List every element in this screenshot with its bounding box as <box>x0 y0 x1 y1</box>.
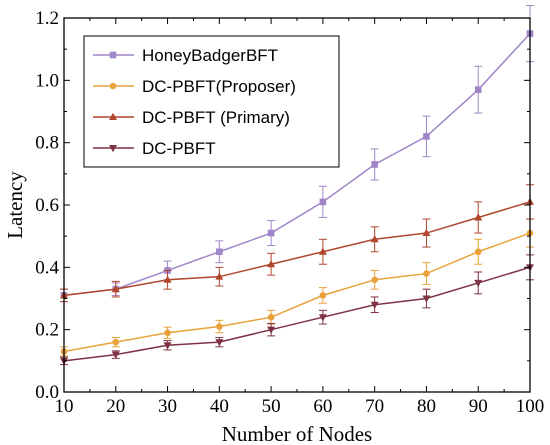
y-axis-title: Latency <box>3 171 27 239</box>
data-point <box>371 276 378 284</box>
x-tick-label: 10 <box>55 396 74 417</box>
data-point <box>112 338 120 346</box>
y-tick-label: 0.8 <box>35 133 59 154</box>
data-point <box>111 351 120 359</box>
series-line <box>63 33 531 297</box>
legend-entry: DC-PBFT(Proposer) <box>93 77 296 96</box>
data-point <box>370 235 379 243</box>
x-tick-label: 30 <box>158 396 177 417</box>
series-line <box>63 201 531 297</box>
y-tick-label: 0.4 <box>35 257 59 278</box>
data-point <box>318 314 327 322</box>
axes-layer: 0.0 0.2 0.4 0.6 0.8 1.0 1.2 10 20 30 40 50 60 70 80 90 1… <box>35 8 544 417</box>
legend-marker <box>109 145 117 153</box>
data-point <box>318 247 327 255</box>
data-point <box>267 229 275 237</box>
data-point <box>267 260 276 268</box>
data-point <box>267 313 275 321</box>
y-tick-label: 1.2 <box>35 8 59 29</box>
data-point <box>164 329 171 337</box>
data-point <box>267 326 276 334</box>
data-point <box>422 228 431 237</box>
y-tick-label: 0.0 <box>35 382 59 403</box>
x-tick-label: 90 <box>469 396 488 417</box>
series-line <box>63 232 531 353</box>
x-tick-label: 100 <box>516 396 545 417</box>
legend-label: DC-PBFT(Proposer) <box>142 77 296 96</box>
data-point <box>163 275 172 283</box>
data-point <box>474 279 483 288</box>
data-point <box>319 292 327 299</box>
data-point <box>370 301 379 309</box>
legend-label: HoneyBadgerBFT <box>142 46 278 65</box>
data-point <box>319 198 327 206</box>
legend-label: DC-PBFT (Primary) <box>142 108 290 127</box>
x-tick-label: 70 <box>365 396 384 417</box>
data-point <box>216 323 223 330</box>
legend: HoneyBadgerBFT DC-PBFT(Proposer) DC-PBFT (… <box>83 35 340 168</box>
data-point <box>422 295 431 303</box>
legend-box <box>83 35 340 168</box>
x-axis-title: Number of Nodes <box>222 422 372 445</box>
y-tick-label: 0.2 <box>35 320 59 341</box>
data-point <box>423 133 430 140</box>
legend-entry: DC-PBFT <box>93 139 216 158</box>
legend-entry: HoneyBadgerBFT <box>93 46 278 65</box>
data-point <box>474 248 482 256</box>
data-point <box>111 284 120 293</box>
x-tick-label: 20 <box>106 396 125 417</box>
series-line <box>63 266 531 362</box>
data-point <box>216 248 223 256</box>
data-point <box>371 161 378 168</box>
legend-marker <box>109 112 117 120</box>
legend-entry: DC-PBFT (Primary) <box>93 108 290 127</box>
x-tick-label: 80 <box>417 396 436 417</box>
series-4 <box>60 254 534 366</box>
y-tick-label: 0.6 <box>35 195 59 216</box>
data-point <box>163 342 172 350</box>
data-point <box>215 272 224 280</box>
legend-marker <box>109 51 117 59</box>
data-point <box>423 270 430 277</box>
legend-marker <box>109 82 117 90</box>
data-point <box>474 213 483 221</box>
legend-label: DC-PBFT <box>142 139 216 158</box>
x-tick-label: 60 <box>313 396 332 417</box>
x-tick-label: 40 <box>210 396 229 417</box>
x-tick-label: 50 <box>262 396 281 417</box>
data-point <box>474 86 482 93</box>
y-tick-label: 1.0 <box>35 70 59 91</box>
data-point <box>215 339 224 347</box>
